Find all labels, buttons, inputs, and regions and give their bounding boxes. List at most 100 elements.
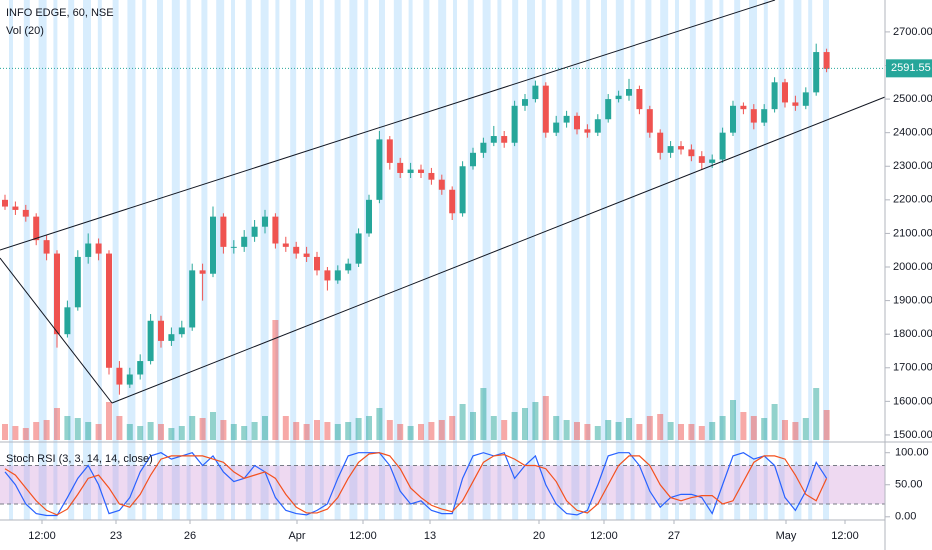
candle-body <box>657 132 664 153</box>
candle-body <box>22 209 29 217</box>
candle-body <box>376 139 383 200</box>
session-band <box>438 0 447 520</box>
volume-bar <box>189 416 196 440</box>
x-tick-label: 12:00 <box>349 530 377 542</box>
volume-bar <box>376 408 383 440</box>
volume-bar <box>470 412 476 440</box>
y-tick-label: 2300.00 <box>893 160 932 172</box>
trend-line <box>111 96 886 404</box>
session-band <box>319 0 324 520</box>
volume-bar <box>85 422 92 440</box>
candle-body <box>522 99 528 106</box>
candle-body <box>43 240 50 254</box>
volume-bar <box>407 426 414 440</box>
session-band <box>763 0 768 520</box>
volume-bar <box>116 416 123 440</box>
stoch-band <box>0 465 885 504</box>
candle-body <box>230 246 237 248</box>
volume-bar <box>542 396 549 440</box>
volume-bar <box>750 416 757 440</box>
candle-body <box>95 243 102 254</box>
candle-body <box>334 270 341 281</box>
y-tick-label: 2100.00 <box>893 227 932 239</box>
x-tick-label: 12:00 <box>28 530 56 542</box>
session-band <box>275 0 280 520</box>
volume-bar <box>678 424 684 440</box>
session-band <box>157 0 163 520</box>
trend-line <box>0 0 776 251</box>
candle-body <box>698 156 705 163</box>
candle-body <box>636 89 643 110</box>
session-band <box>349 0 358 520</box>
candle-body <box>64 307 71 335</box>
candle-body <box>678 146 684 150</box>
volume-bar <box>314 420 320 440</box>
volume-bar <box>106 402 112 440</box>
volume-bar <box>782 420 788 440</box>
volume-bar <box>303 424 310 440</box>
volume-bar <box>584 424 591 440</box>
session-band <box>186 0 191 520</box>
candle-body <box>2 199 8 207</box>
volume-bar <box>324 422 331 440</box>
candle-body <box>594 119 601 133</box>
session-band <box>660 0 669 520</box>
session-band <box>719 0 724 520</box>
volume-bar <box>802 418 809 440</box>
volume-bar <box>272 320 279 440</box>
indicator-title: Stoch RSI (3, 3, 14, 14, close) <box>6 453 153 465</box>
session-band <box>112 0 119 520</box>
plot <box>0 43 885 517</box>
session-band <box>749 0 757 520</box>
candle-body <box>324 270 331 281</box>
candle-body <box>33 216 40 241</box>
candle-body <box>189 270 196 328</box>
volume-bar <box>626 418 632 440</box>
volume-bar <box>33 422 40 440</box>
volume-bar <box>282 416 289 440</box>
volume-bar <box>199 418 206 440</box>
candle-body <box>303 253 310 257</box>
volume-bar <box>251 422 258 440</box>
candle-body <box>511 105 518 143</box>
session-band <box>68 0 75 520</box>
candle-body <box>667 146 674 153</box>
volume-bar <box>813 388 820 440</box>
session-band <box>97 0 102 520</box>
session-band <box>497 0 502 520</box>
volume-bar <box>823 410 830 440</box>
x-tick-label: May <box>776 530 797 542</box>
candle-body <box>782 82 788 103</box>
candle-body <box>210 216 216 274</box>
candle-body <box>397 162 404 173</box>
session-band <box>142 0 147 520</box>
candle-body <box>813 52 820 93</box>
session-band <box>216 0 225 520</box>
session-band <box>586 0 591 520</box>
session-band <box>393 0 402 520</box>
volume-bar <box>126 424 133 440</box>
candle-body <box>563 115 570 123</box>
y-tick-label: 1600.00 <box>893 395 932 407</box>
session-band <box>290 0 297 520</box>
candle-body <box>823 52 830 69</box>
volume-bar <box>615 422 622 440</box>
candle-body <box>449 189 456 214</box>
session-band <box>615 0 624 520</box>
session-band <box>364 0 369 520</box>
session-band <box>601 0 607 520</box>
candle-body <box>282 243 289 247</box>
volume-bar <box>178 426 185 440</box>
session-band <box>704 0 713 520</box>
candle-body <box>688 149 695 157</box>
volume-bar <box>230 424 237 440</box>
candle-body <box>646 109 653 133</box>
candle-body <box>584 129 591 133</box>
candle-body <box>126 374 133 385</box>
candle-body <box>407 169 414 173</box>
volume-bar <box>636 424 643 440</box>
volume-bar <box>563 420 570 440</box>
session-band <box>453 0 457 520</box>
session-band <box>83 0 91 520</box>
session-band <box>245 0 252 520</box>
